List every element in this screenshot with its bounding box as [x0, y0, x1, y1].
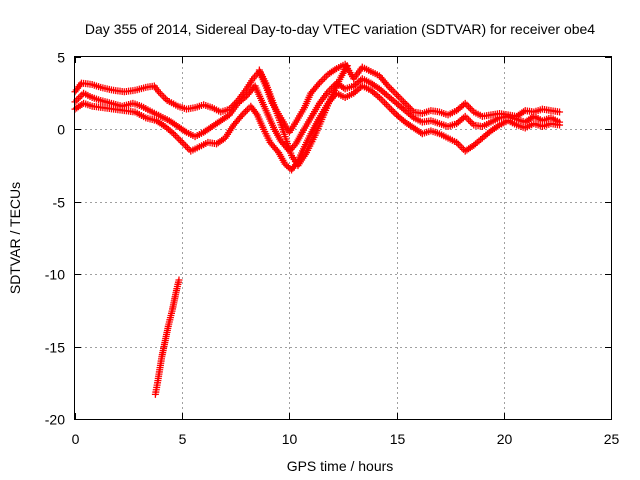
data-point-marker	[466, 118, 474, 126]
series-isolated-arc	[151, 276, 183, 398]
plot-frame	[74, 56, 612, 420]
data-point-marker	[182, 142, 190, 150]
data-point-marker	[240, 109, 248, 117]
data-point-marker	[175, 276, 183, 284]
y-tick-label: -15	[45, 340, 65, 356]
y-tick-label: -5	[53, 195, 66, 211]
x-tick-label: 10	[282, 431, 298, 447]
data-point-marker	[381, 99, 389, 107]
data-point-marker	[317, 77, 325, 85]
data-point-marker	[185, 145, 193, 153]
data-point-marker	[389, 87, 397, 95]
data-point-marker	[178, 138, 186, 146]
x-tick-label: 15	[390, 431, 406, 447]
data-point-marker	[171, 131, 179, 139]
data-point-marker	[243, 106, 251, 114]
data-point-marker	[158, 91, 166, 99]
data-point-marker	[384, 102, 392, 110]
data-point-marker	[78, 91, 86, 99]
data-point-marker	[382, 100, 390, 108]
data-point-marker	[386, 84, 394, 92]
data-point-marker	[160, 93, 168, 101]
data-point-marker	[396, 94, 404, 102]
data-point-marker	[377, 95, 385, 103]
y-axis-label: SDTVAR / TECUs	[7, 182, 23, 294]
x-tick-label: 0	[72, 431, 80, 447]
y-tick-label: 0	[57, 122, 65, 138]
data-point-marker	[556, 121, 564, 129]
series-descending-arc	[255, 62, 351, 170]
data-points	[71, 60, 564, 398]
data-point-marker	[387, 85, 395, 93]
y-tick-label: 5	[57, 50, 65, 66]
data-point-marker	[394, 92, 402, 100]
data-point-marker	[463, 101, 471, 109]
data-point-marker	[175, 135, 183, 143]
data-point-marker	[387, 106, 395, 114]
data-point-marker	[74, 94, 82, 102]
data-point-marker	[393, 91, 401, 99]
data-point-marker	[321, 74, 329, 82]
data-point-marker	[391, 109, 399, 117]
data-point-marker	[386, 104, 394, 112]
data-point-marker	[379, 97, 387, 105]
x-tick-label: 25	[604, 431, 620, 447]
data-point-marker	[180, 140, 188, 148]
data-point-marker	[319, 76, 327, 84]
y-tick-label: -20	[45, 412, 65, 428]
data-point-marker	[242, 107, 250, 115]
data-point-marker	[456, 142, 464, 150]
x-tick-label: 5	[179, 431, 187, 447]
x-axis-label: GPS time / hours	[287, 458, 394, 474]
data-point-marker	[343, 62, 351, 70]
series-band-middle	[71, 75, 564, 155]
chart-title: Day 355 of 2014, Sidereal Day-to-day VTE…	[85, 21, 595, 37]
y-tick-label: -10	[45, 267, 65, 283]
data-point-marker	[389, 107, 397, 115]
data-point-marker	[463, 114, 471, 122]
x-tick-label: 20	[497, 431, 513, 447]
data-point-marker	[156, 89, 164, 97]
data-point-marker	[398, 96, 406, 104]
data-point-marker	[391, 89, 399, 97]
data-point-marker	[466, 105, 474, 113]
data-point-marker	[173, 133, 181, 141]
data-point-marker	[556, 108, 564, 116]
series-band-lower	[71, 82, 564, 174]
data-point-marker	[399, 98, 407, 106]
